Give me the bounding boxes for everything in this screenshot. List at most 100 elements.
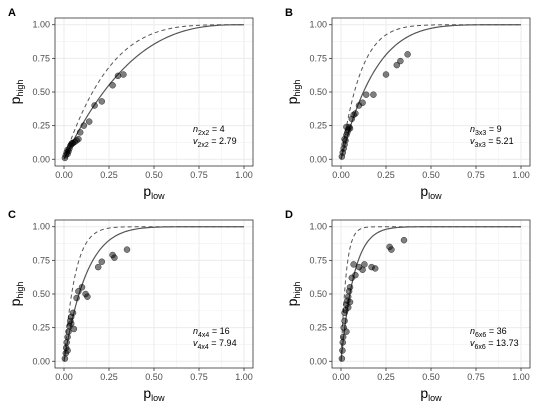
data-point [362, 91, 370, 98]
data-point [393, 61, 401, 69]
data-point [361, 261, 368, 268]
x-tick-label: 1.00 [235, 372, 253, 382]
x-tick-label: 0.00 [55, 170, 73, 180]
data-point [339, 333, 347, 341]
panel-border [54, 17, 254, 167]
y-tick-label: 1.00 [32, 222, 50, 232]
data-point [75, 135, 82, 143]
data-point [84, 293, 91, 300]
y-tick-label: 0.50 [32, 87, 50, 97]
panel-border [331, 17, 531, 167]
data-point [98, 98, 106, 105]
x-axis-label: plow [143, 385, 165, 403]
data-point [350, 261, 357, 268]
data-point [352, 110, 359, 117]
panel-letter: D [285, 209, 293, 221]
x-tick-label: 0.25 [100, 372, 118, 382]
y-tick-label: 1.00 [309, 20, 327, 30]
v-annotation: v6x6 = 13.73 [470, 338, 519, 351]
y-tick-label: 0.00 [32, 356, 50, 366]
n-annotation: n2x2 = 4 [193, 124, 225, 137]
x-tick-label: 0.75 [467, 372, 485, 382]
fitted-curve [340, 226, 521, 362]
y-tick-label: 0.00 [309, 154, 327, 164]
data-point [371, 265, 379, 272]
y-tick-label: 0.75 [32, 53, 50, 63]
data-point [123, 246, 131, 253]
x-tick-label: 0.25 [377, 170, 395, 180]
data-point [61, 355, 69, 362]
data-point [382, 71, 390, 78]
data-point [69, 309, 77, 317]
x-axis-label: plow [420, 183, 442, 201]
data-point [64, 333, 71, 341]
x-tick-label: 0.25 [377, 372, 395, 382]
data-point [63, 339, 70, 346]
y-tick-label: 0.50 [309, 289, 327, 299]
y-tick-label: 0.25 [32, 323, 50, 333]
x-tick-label: 0.50 [145, 170, 163, 180]
data-point [346, 284, 354, 291]
data-point [94, 263, 102, 271]
x-tick-label: 1.00 [235, 170, 253, 180]
data-point [75, 288, 82, 295]
data-point [91, 102, 98, 109]
panel-letter: C [8, 209, 16, 221]
y-axis-label: phigh [284, 80, 302, 105]
fitted-curve [340, 24, 521, 160]
data-point [80, 122, 88, 129]
data-point [352, 271, 359, 279]
y-tick-label: 0.75 [309, 255, 327, 265]
panel-letter: B [285, 7, 293, 19]
data-point [343, 328, 350, 335]
panel-c: 0.00 0.25 0.50 0.75 1.00 0.00 0.25 0.50 0.75 1.00… [7, 209, 254, 403]
y-tick-label: 0.00 [309, 356, 327, 366]
n-annotation: n4x4 = 16 [193, 326, 230, 339]
data-point [344, 293, 352, 300]
panel-d: 0.00 0.25 0.50 0.75 1.00 0.00 0.25 0.50 0.75 1.00… [284, 209, 531, 403]
x-tick-label: 0.00 [55, 372, 73, 382]
fitted-curve [63, 226, 244, 362]
data-point [338, 355, 346, 362]
x-tick-label: 0.75 [467, 170, 485, 180]
x-tick-label: 0.25 [100, 170, 118, 180]
y-tick-label: 0.25 [309, 121, 327, 131]
data-point [346, 298, 354, 306]
x-tick-label: 0.00 [332, 372, 350, 382]
data-point [343, 123, 350, 131]
data-point [111, 254, 118, 261]
data-point [339, 347, 346, 354]
data-point [67, 320, 75, 327]
data-point [388, 246, 395, 253]
data-point [359, 99, 366, 107]
panel-letter: A [8, 7, 16, 19]
y-axis-label: phigh [7, 80, 25, 105]
x-axis-label: plow [143, 183, 165, 201]
data-point [114, 72, 122, 80]
n-annotation: n3x3 = 9 [470, 124, 502, 137]
x-tick-label: 0.50 [422, 170, 440, 180]
data-point [370, 91, 377, 98]
data-point [341, 135, 348, 143]
data-point [98, 258, 106, 265]
data-point [344, 304, 352, 311]
y-axis-label: phigh [284, 282, 302, 307]
x-tick-label: 1.00 [512, 170, 530, 180]
v-annotation: v2x2 = 2.79 [193, 136, 237, 149]
data-point [64, 347, 71, 354]
data-point [341, 317, 348, 325]
panel-border [54, 219, 254, 369]
data-point [65, 328, 72, 335]
x-tick-label: 1.00 [512, 372, 530, 382]
x-tick-label: 0.50 [145, 372, 163, 382]
n-annotation: n6x6 = 36 [470, 326, 507, 339]
y-tick-label: 1.00 [309, 222, 327, 232]
x-axis-label: plow [420, 385, 442, 403]
data-point [78, 284, 86, 291]
x-tick-label: 0.75 [190, 372, 208, 382]
y-tick-label: 0.75 [309, 53, 327, 63]
data-point [120, 71, 127, 78]
panel-b: 0.00 0.25 0.50 0.75 1.00 0.00 0.25 0.50 0.75 1.00… [284, 7, 531, 201]
x-tick-label: 0.50 [422, 372, 440, 382]
